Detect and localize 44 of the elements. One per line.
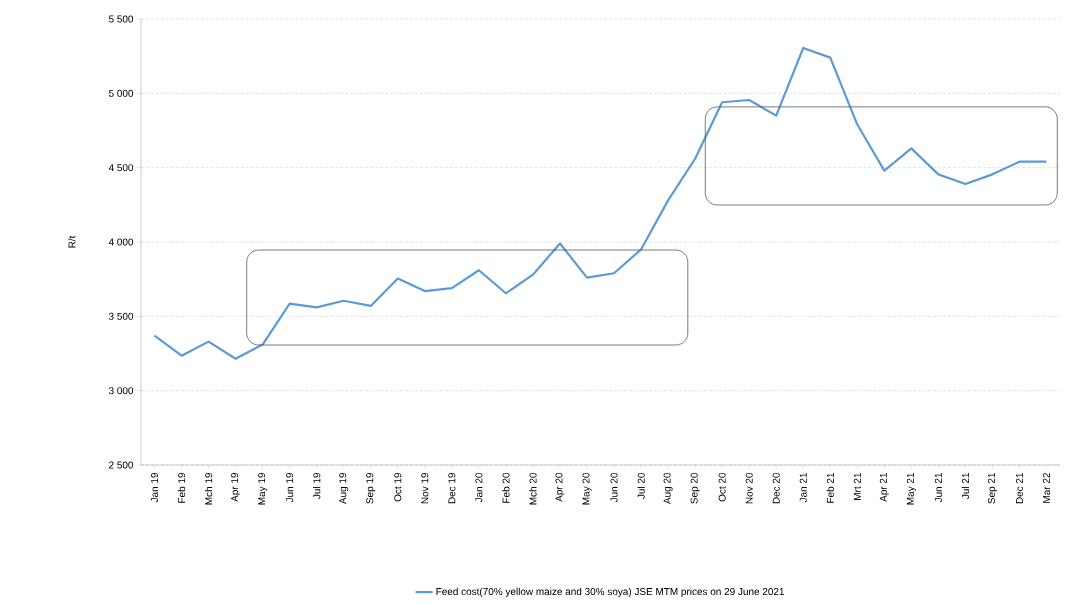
y-tick-label: 3 500 (108, 312, 134, 320)
x-tick-label: Jun 20 (610, 472, 618, 503)
x-tick-label: Sep 19 (366, 473, 376, 504)
x-tick-label: Jan 19 (150, 473, 159, 503)
x-tick-label: Jul 20 (637, 472, 645, 499)
x-tick-label: Feb 19 (177, 472, 186, 503)
x-tick-label: Aug 19 (339, 473, 349, 505)
x-tick-label: May 20 (582, 472, 592, 505)
x-tick-label: Dec 20 (772, 472, 780, 504)
y-tick-label: 4 000 (108, 238, 134, 246)
x-tick-label: Mar 22 (1042, 473, 1051, 503)
y-axis-title: R/t (68, 235, 76, 248)
x-tick-label: Jul 21 (961, 473, 970, 499)
x-tick-label: May 21 (906, 473, 916, 505)
x-tick-label: Oct 19 (394, 472, 402, 502)
x-tick-label: Apr 20 (555, 472, 565, 502)
y-tick-label: 2 500 (109, 461, 134, 469)
x-tick-label: Dec 19 (448, 473, 456, 504)
x-tick-label: Dec 21 (1015, 473, 1023, 504)
x-tick-label: Oct 20 (718, 472, 726, 502)
x-tick-label: Apr 21 (879, 473, 889, 502)
x-tick-label: Feb 21 (826, 473, 834, 503)
y-tick-label: 3 000 (108, 387, 134, 395)
line-series (153, 46, 1048, 360)
x-tick-label: Nov 20 (745, 472, 753, 504)
x-tick-label: Jul 19 (313, 473, 321, 499)
x-tick-label: Jun 19 (286, 473, 294, 503)
x-tick-label: Jan 20 (475, 472, 483, 503)
y-tick-label: 4 500 (108, 164, 134, 172)
x-tick-label: Jun 21 (934, 473, 942, 503)
x-tick-label: Mrt 21 (853, 473, 861, 500)
x-tick-label: Apr 19 (231, 473, 241, 502)
x-tick-label: Feb 20 (502, 472, 510, 503)
x-tick-label: Mch 19 (204, 472, 213, 505)
x-tick-label: Nov 19 (421, 473, 429, 504)
x-tick-label: Mch 20 (529, 472, 537, 505)
y-tick-label: 5 500 (108, 15, 134, 23)
x-tick-label: Sep 21 (987, 473, 997, 504)
x-tick-label: Aug 20 (663, 472, 673, 505)
y-tick-label: 5 000 (108, 89, 134, 97)
x-tick-label: May 19 (258, 472, 268, 505)
x-tick-label: Sep 20 (690, 472, 700, 504)
legend-label: Feed cost(70% yellow maize and 30% soya) JSE MTM prices on 29 June 2021 (436, 587, 784, 598)
x-tick-label: Jan 21 (799, 473, 807, 503)
